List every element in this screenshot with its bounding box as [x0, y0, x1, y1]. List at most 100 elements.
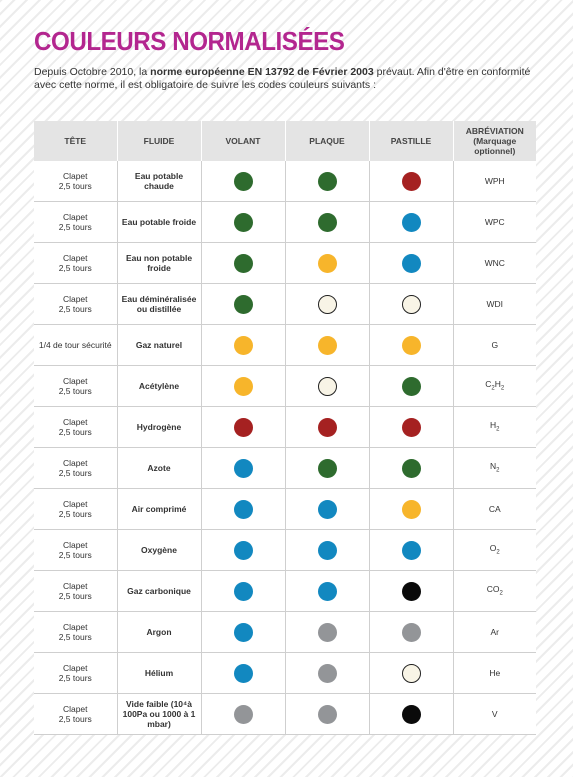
table-row: 1/4 de tour sécurité Gaz naturel G — [34, 324, 536, 366]
plaque-color-dot — [317, 622, 337, 642]
abreviation-text: WPC — [484, 217, 505, 227]
plaque-color-dot — [317, 212, 337, 232]
volant-cell — [201, 201, 286, 243]
abreviation-text: H — [490, 419, 497, 430]
pastille-color-dot — [401, 171, 421, 191]
intro-text-end: prévaut. Afin d'être en conformité avec … — [34, 66, 531, 91]
table-row: Clapet 2,5 tours Hydrogène H2 — [34, 406, 536, 448]
volant-color-dot — [233, 622, 253, 642]
pastille-cell — [369, 324, 454, 366]
tete-text: Clapet — [62, 540, 88, 550]
tete-text: 1/4 de tour sécurité — [38, 340, 112, 350]
pastille-color-dot — [401, 376, 421, 396]
intro-text-start: Depuis Octobre 2010, la — [34, 66, 151, 78]
volant-cell — [201, 488, 286, 530]
volant-cell — [201, 529, 286, 571]
tete-text: 2,5 tours — [58, 632, 92, 642]
fluide-cell: Hélium — [117, 652, 202, 694]
color-code-table: TÊTE FLUIDE VOLANT PLAQUE PASTILLE ABRÉV… — [34, 121, 536, 735]
volant-cell — [201, 611, 286, 653]
fluide-cell: Air comprimé — [117, 488, 202, 530]
plaque-color-dot — [317, 458, 337, 478]
plaque-cell — [285, 570, 370, 612]
tete-text: 2,5 tours — [58, 304, 92, 314]
volant-cell — [201, 570, 286, 612]
abreviation-cell: V — [453, 693, 536, 735]
abreviation-cell: C2H2 — [453, 365, 536, 407]
tete-text: Clapet — [62, 294, 88, 304]
pastille-cell — [369, 570, 454, 612]
tete-text: Clapet — [62, 704, 88, 714]
pastille-cell — [369, 365, 454, 407]
table-row: Clapet 2,5 tours Air comprimé CA — [34, 488, 536, 530]
fluide-cell: Eau potable froide — [117, 201, 202, 243]
tete-text: 2,5 tours — [58, 591, 92, 601]
pastille-cell — [369, 488, 454, 530]
plaque-cell — [285, 447, 370, 489]
fluide-cell: Eau potable chaude — [117, 161, 202, 202]
tete-cell: Clapet 2,5 tours — [34, 242, 118, 284]
tete-cell: Clapet 2,5 tours — [34, 201, 118, 243]
plaque-cell — [285, 693, 370, 735]
tete-cell: Clapet 2,5 tours — [34, 447, 118, 489]
plaque-color-dot — [317, 540, 337, 560]
abreviation-text: He — [489, 668, 501, 678]
volant-color-dot — [233, 253, 253, 273]
tete-cell: Clapet 2,5 tours — [34, 611, 118, 653]
pastille-color-dot — [401, 417, 421, 437]
abreviation-text: G — [491, 340, 499, 350]
tete-text: 2,5 tours — [58, 263, 92, 273]
fluide-cell: Gaz carbonique — [117, 570, 202, 612]
tete-text: Clapet — [62, 212, 88, 222]
table-row: Clapet 2,5 tours Gaz carbonique CO2 — [34, 570, 536, 612]
volant-cell — [201, 365, 286, 407]
tete-text: 2,5 tours — [58, 386, 92, 396]
fluide-cell: Vide faible (10⁴à 100Pa ou 1000 à 1 mbar… — [117, 693, 202, 735]
tete-cell: Clapet 2,5 tours — [34, 488, 118, 530]
intro-norm-reference: norme européenne EN 13792 de Février 200… — [150, 66, 374, 78]
abreviation-cell: CA — [453, 488, 536, 530]
intro-paragraph: Depuis Octobre 2010, la norme européenne… — [34, 66, 542, 92]
abreviation-cell: He — [453, 652, 536, 694]
plaque-color-dot — [317, 663, 337, 683]
pastille-cell — [369, 406, 454, 448]
pastille-color-dot — [401, 294, 421, 314]
abreviation-cell: CO2 — [453, 570, 536, 612]
volant-color-dot — [233, 458, 253, 478]
tete-text: 2,5 tours — [58, 222, 92, 232]
volant-cell — [201, 406, 286, 448]
header-abreviation-note: (Marquage optionnel) — [473, 136, 517, 156]
tete-cell: Clapet 2,5 tours — [34, 406, 118, 448]
abreviation-cell: O2 — [453, 529, 536, 571]
tete-cell: Clapet 2,5 tours — [34, 365, 118, 407]
plaque-cell — [285, 324, 370, 366]
abreviation-cell: G — [453, 324, 536, 366]
abreviation-text: WDI — [486, 299, 504, 309]
plaque-cell — [285, 488, 370, 530]
abreviation-cell: WPH — [453, 161, 536, 202]
plaque-cell — [285, 611, 370, 653]
pastille-cell — [369, 283, 454, 325]
volant-cell — [201, 242, 286, 284]
table-row: Clapet 2,5 tours Acétylène C2H2 — [34, 365, 536, 407]
volant-cell — [201, 693, 286, 735]
tete-text: 2,5 tours — [58, 468, 92, 478]
table-row: Clapet 2,5 tours Eau non potable froide WNC — [34, 242, 536, 284]
table-row: Clapet 2,5 tours Azote N2 — [34, 447, 536, 489]
tete-text: Clapet — [62, 171, 88, 181]
table-row: Clapet 2,5 tours Hélium He — [34, 652, 536, 694]
pastille-cell — [369, 652, 454, 694]
tete-text: Clapet — [62, 663, 88, 673]
abreviation-text: N — [490, 460, 497, 471]
plaque-cell — [285, 365, 370, 407]
volant-color-dot — [233, 417, 253, 437]
volant-color-dot — [233, 704, 253, 724]
fluide-cell: Acétylène — [117, 365, 202, 407]
table-row: Clapet 2,5 tours Eau potable froide WPC — [34, 201, 536, 243]
pastille-color-dot — [401, 499, 421, 519]
pastille-cell — [369, 242, 454, 284]
page-title: COULEURS NORMALISÉES — [34, 26, 345, 56]
tete-text: 2,5 tours — [58, 509, 92, 519]
header-abreviation-label: ABRÉVIATION — [465, 126, 524, 136]
